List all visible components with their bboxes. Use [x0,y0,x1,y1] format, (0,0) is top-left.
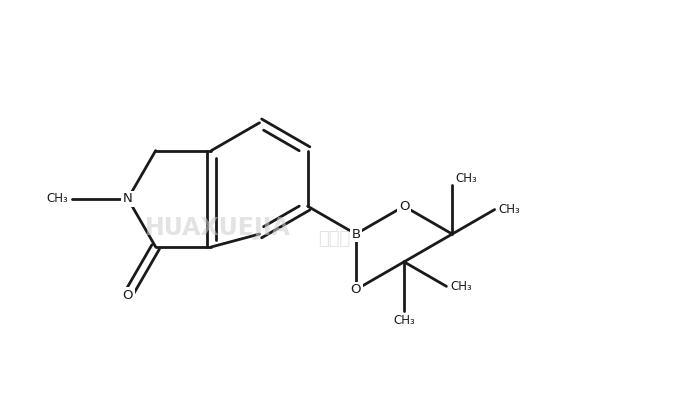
Text: CH₃: CH₃ [499,203,520,216]
Text: O: O [351,283,361,296]
Text: B: B [351,227,360,241]
Text: CH₃: CH₃ [393,314,415,328]
Text: CH₃: CH₃ [456,172,477,185]
Text: HUAXUEJIA: HUAXUEJIA [145,215,291,240]
Text: CH₃: CH₃ [450,280,472,293]
Text: O: O [123,289,133,302]
Text: N: N [123,192,133,205]
Text: 化学加: 化学加 [318,229,350,248]
Text: O: O [399,200,409,213]
Text: CH₃: CH₃ [47,192,69,205]
